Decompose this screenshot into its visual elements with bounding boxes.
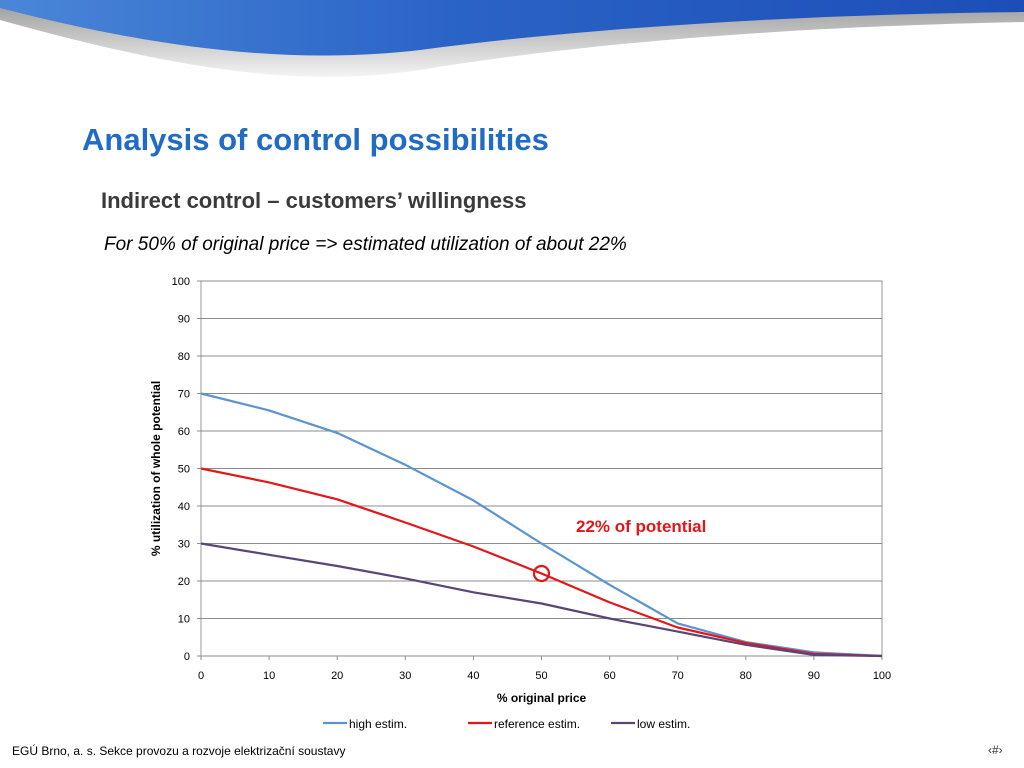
y-tick-label: 10 [178, 614, 190, 626]
x-tick-label: 50 [535, 670, 547, 682]
x-tick-label: 100 [873, 670, 891, 682]
x-tick-label: 90 [808, 670, 820, 682]
y-tick-label: 90 [178, 314, 190, 326]
y-tick-label: 50 [178, 464, 190, 476]
annotation-circle [532, 564, 551, 583]
header-banner [0, 0, 1024, 77]
x-axis-title: % original price [497, 691, 587, 705]
y-tick-label: 100 [172, 276, 190, 288]
y-tick-label: 60 [178, 426, 190, 438]
x-tick-label: 40 [467, 670, 479, 682]
y-tick-label: 30 [178, 539, 190, 551]
line-chart: 0 10 20 30 40 50 60 70 80 90 100 0 10 20 30 40 50 60 70 80 9… [149, 276, 891, 731]
x-tick-label: 30 [399, 670, 411, 682]
y-tick-label: 40 [178, 501, 190, 513]
page-number: ‹#› [988, 743, 1003, 757]
legend-label-0: high estim. [349, 717, 407, 731]
x-tick-label: 70 [672, 670, 684, 682]
legend-label-1: reference estim. [494, 717, 580, 731]
x-tick-label: 10 [263, 670, 275, 682]
x-tick-label: 20 [331, 670, 343, 682]
x-tick-label: 0 [198, 670, 204, 682]
y-tick-label: 20 [178, 576, 190, 588]
footer-text: EGÚ Brno, a. s. Sekce provozu a rozvoje … [12, 744, 346, 758]
series-line-1 [200, 467, 883, 658]
series-line-2 [200, 542, 883, 658]
y-axis-title: % utilization of whole potential [149, 381, 163, 556]
x-tick-label: 60 [603, 670, 615, 682]
slide-note: For 50% of original price => estimated u… [104, 234, 627, 255]
legend-label-2: low estim. [637, 717, 690, 731]
slide-subtitle: Indirect control – customers’ willingnes… [101, 188, 527, 213]
y-tick-label: 80 [178, 351, 190, 363]
x-tick-label: 80 [740, 670, 752, 682]
y-tick-label: 0 [184, 651, 190, 663]
annotation-label: 22% of potential [576, 517, 706, 536]
page-title: Analysis of control possibilities [82, 122, 549, 157]
y-tick-label: 70 [178, 389, 190, 401]
